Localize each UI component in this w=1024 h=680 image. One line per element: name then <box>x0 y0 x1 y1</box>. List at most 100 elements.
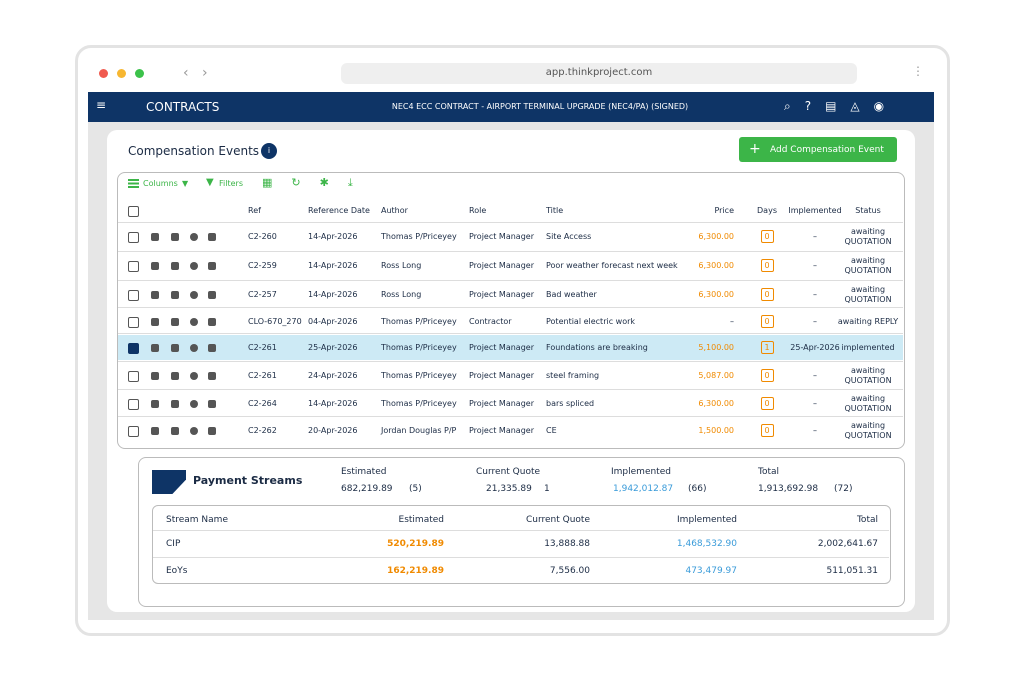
days-box <box>761 397 774 410</box>
row-checkbox[interactable] <box>128 290 139 301</box>
cell: C2-261 <box>248 371 277 380</box>
url-bar[interactable] <box>341 63 857 84</box>
cell: awaiting QUOTATION <box>844 227 892 246</box>
stream-separator <box>153 557 889 558</box>
nav-arrows[interactable]: ‹ › <box>183 65 208 81</box>
menu-dots[interactable]: ⋮ <box>912 64 924 78</box>
cell: Bad weather <box>546 290 597 299</box>
row-action-icon[interactable] <box>190 372 198 380</box>
stream-cell: 13,888.88 <box>544 539 590 549</box>
row-action-icon[interactable] <box>190 291 198 299</box>
row-action-icon[interactable] <box>151 262 159 270</box>
row-action-icon[interactable] <box>190 262 198 270</box>
row-action-icon[interactable] <box>208 318 216 326</box>
cell: 20-Apr-2026 <box>308 426 358 435</box>
row-action-icon[interactable] <box>208 344 216 352</box>
cell: awaiting QUOTATION <box>844 256 892 275</box>
row-action-icon[interactable] <box>171 344 179 352</box>
row-action-icon[interactable] <box>171 318 179 326</box>
navbar-title: CONTRACTS <box>146 100 220 114</box>
cell: Thomas P/Priceyey <box>381 317 457 326</box>
row-action-icon[interactable] <box>208 262 216 270</box>
row-action-icon[interactable] <box>190 344 198 352</box>
days-box <box>761 424 774 437</box>
row-separator <box>118 251 903 252</box>
cell: awaiting QUOTATION <box>844 366 892 385</box>
columns-button[interactable]: Columns <box>143 179 178 188</box>
cell: – <box>813 261 817 270</box>
row-action-icon[interactable] <box>208 291 216 299</box>
stream-cell: 162,219.89 <box>387 566 444 576</box>
row-action-icon[interactable] <box>151 400 159 408</box>
header-checkbox <box>128 206 139 217</box>
row-action-icon[interactable] <box>208 233 216 241</box>
row-action-icon[interactable] <box>171 262 179 270</box>
row-action-icon[interactable] <box>171 427 179 435</box>
row-checkbox[interactable] <box>128 343 139 354</box>
column-header: Reference Date <box>308 206 370 215</box>
summary-value: 1,913,692.98 <box>758 484 819 494</box>
cell: awaiting QUOTATION <box>844 421 892 440</box>
row-action-icon[interactable] <box>190 427 198 435</box>
stream-cell: CIP <box>166 539 181 549</box>
cell: – <box>813 317 817 326</box>
row-separator <box>118 280 903 281</box>
hamburger[interactable]: ≡ <box>96 98 107 112</box>
summary-label: Estimated <box>341 467 387 477</box>
stream-cell: Stream Name <box>166 515 228 525</box>
row-action-icon[interactable] <box>171 372 179 380</box>
row-checkbox[interactable] <box>128 426 139 437</box>
row-action-icon[interactable] <box>171 400 179 408</box>
row-action-icon[interactable] <box>171 291 179 299</box>
cell: C2-260 <box>248 232 277 241</box>
summary-label: Total <box>758 467 780 477</box>
row-checkbox[interactable] <box>128 317 139 328</box>
column-header: Status <box>855 206 881 215</box>
cell: awaiting QUOTATION <box>844 285 892 304</box>
card <box>107 130 915 612</box>
info-icon[interactable]: i <box>261 143 277 159</box>
row-action-icon[interactable] <box>208 372 216 380</box>
row-action-icon[interactable] <box>190 233 198 241</box>
cell: Potential electric work <box>546 317 636 326</box>
summary-value: 21,335.89 <box>486 484 532 494</box>
row-highlight <box>118 335 903 360</box>
row-checkbox[interactable] <box>128 232 139 243</box>
cell: 0 <box>764 290 770 299</box>
cell: C2-257 <box>248 290 277 299</box>
row-action-icon[interactable] <box>151 318 159 326</box>
row-action-icon[interactable] <box>190 318 198 326</box>
cell: Jordan Douglas P/P <box>381 426 457 435</box>
filters-button[interactable]: Filters <box>219 179 243 188</box>
cell: Project Manager <box>469 232 534 241</box>
row-action-icon[interactable] <box>151 233 159 241</box>
cell: 04-Apr-2026 <box>308 317 358 326</box>
summary-count: (66) <box>688 484 707 494</box>
row-action-icon[interactable] <box>151 372 159 380</box>
cell: 6,300.00 <box>698 261 734 270</box>
cell: – <box>813 290 817 299</box>
cell: Project Manager <box>469 371 534 380</box>
stream-cell: 511,051.31 <box>826 566 878 576</box>
cell: 14-Apr-2026 <box>308 399 358 408</box>
summary-count: 1 <box>544 484 550 494</box>
row-action-icon[interactable] <box>208 400 216 408</box>
nav-icons[interactable]: ⌕?▤◬◉ <box>784 99 899 113</box>
streams-table <box>152 505 891 584</box>
add-button[interactable] <box>739 137 897 162</box>
row-action-icon[interactable] <box>171 233 179 241</box>
row-action-icon[interactable] <box>151 427 159 435</box>
cell: Thomas P/Priceyey <box>381 232 457 241</box>
row-checkbox[interactable] <box>128 371 139 382</box>
row-action-icon[interactable] <box>151 291 159 299</box>
cell: Contractor <box>469 317 512 326</box>
row-checkbox[interactable] <box>128 261 139 272</box>
summary-count: (72) <box>834 484 853 494</box>
url: app.thinkproject.com <box>545 67 653 78</box>
row-checkbox[interactable] <box>128 399 139 410</box>
toolbar-icons[interactable]: ▦↻✱⤓ <box>262 176 372 189</box>
summary-value: 1,942,012.87 <box>613 484 674 494</box>
row-action-icon[interactable] <box>208 427 216 435</box>
row-action-icon[interactable] <box>151 344 159 352</box>
row-action-icon[interactable] <box>190 400 198 408</box>
